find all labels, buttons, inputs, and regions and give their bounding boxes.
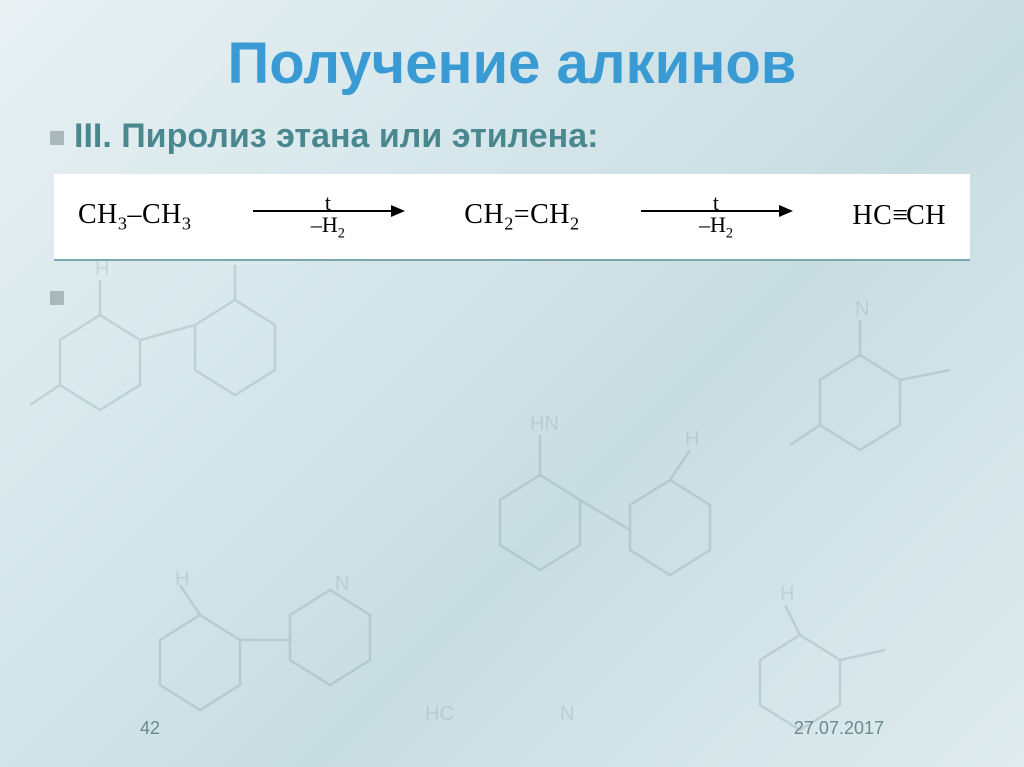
subtitle-row: III. Пиролиз этана или этилена: [50, 117, 974, 156]
slide-container: Получение алкинов III. Пиролиз этана или… [0, 0, 1024, 767]
mol1a-sub: 3 [118, 213, 128, 233]
empty-bullet-icon [50, 291, 64, 305]
mol2a-sub: 2 [504, 213, 514, 233]
mol3a: HC [852, 200, 892, 231]
molecule-ethylene: CH2=CH2 [464, 199, 579, 235]
slide-number: 42 [140, 718, 160, 739]
slide-footer: 42 27.07.2017 [0, 718, 1024, 739]
mol2b-sub: 2 [570, 213, 580, 233]
bond2: = [514, 199, 530, 230]
slide-date: 27.07.2017 [794, 718, 884, 739]
reaction-panel: CH3–CH3 t –H2 CH2=CH2 t –H2 HC≡CH [54, 174, 970, 261]
mol2a: CH [464, 199, 504, 230]
mol3b: CH [906, 200, 946, 231]
mol1b-sub: 3 [182, 213, 192, 233]
subtitle-text: III. Пиролиз этана или этилена: [74, 117, 598, 156]
arrow1-bot-sub: 2 [338, 225, 345, 241]
arrow1-bottom-label: –H2 [311, 214, 345, 241]
mol1a: CH [78, 199, 118, 230]
molecule-ethane: CH3–CH3 [78, 199, 192, 235]
bullet-icon [50, 131, 64, 145]
arrow1-line-icon [253, 210, 403, 212]
arrow2-bot-pre: –H [699, 212, 726, 237]
arrow2-bot-sub: 2 [726, 225, 733, 241]
mol1b: CH [142, 199, 182, 230]
arrow2-line-icon [641, 210, 791, 212]
mol2b: CH [530, 199, 570, 230]
molecule-acetylene: HC≡CH [852, 200, 946, 232]
reaction-arrow-2: t –H2 [641, 192, 791, 241]
bond1: – [128, 199, 143, 230]
arrow2-bottom-label: –H2 [699, 214, 733, 241]
reaction-arrow-1: t –H2 [253, 192, 403, 241]
arrow1-bot-pre: –H [311, 212, 338, 237]
reaction-equation: CH3–CH3 t –H2 CH2=CH2 t –H2 HC≡CH [78, 192, 946, 241]
bond3: ≡ [892, 200, 906, 231]
slide-title: Получение алкинов [50, 30, 974, 97]
